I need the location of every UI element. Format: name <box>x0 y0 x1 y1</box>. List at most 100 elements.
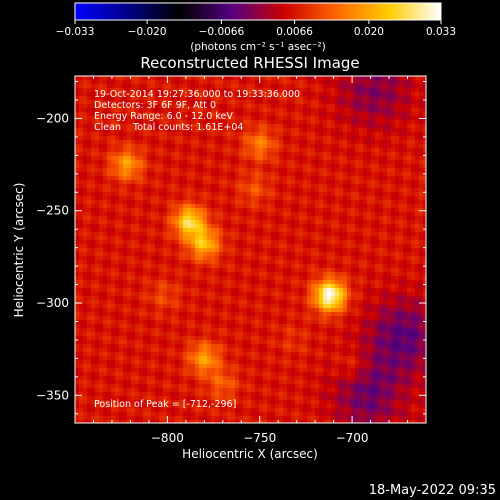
image-pixel <box>327 84 332 89</box>
image-pixel <box>243 268 248 273</box>
image-pixel <box>139 204 144 209</box>
image-pixel <box>187 76 192 81</box>
image-pixel <box>319 288 324 293</box>
image-pixel <box>135 252 140 257</box>
image-pixel <box>191 272 196 277</box>
image-pixel <box>195 212 200 217</box>
image-pixel <box>179 280 184 285</box>
image-pixel <box>335 176 340 181</box>
image-pixel <box>283 160 288 165</box>
image-pixel <box>143 236 148 241</box>
image-pixel <box>79 152 84 157</box>
image-pixel <box>251 184 256 189</box>
image-pixel <box>255 132 260 137</box>
image-pixel <box>179 192 184 197</box>
image-pixel <box>403 116 408 121</box>
image-pixel <box>87 80 92 85</box>
image-pixel <box>419 212 424 217</box>
image-pixel <box>123 228 128 233</box>
image-pixel <box>367 164 372 169</box>
image-pixel <box>415 200 420 205</box>
image-pixel <box>195 288 200 293</box>
image-pixel <box>183 180 188 185</box>
image-pixel <box>403 196 408 201</box>
image-pixel <box>335 148 340 153</box>
image-pixel <box>311 168 316 173</box>
image-pixel <box>159 172 164 177</box>
image-pixel <box>211 92 216 97</box>
image-pixel <box>231 164 236 169</box>
image-pixel <box>363 208 368 213</box>
image-pixel <box>107 140 112 145</box>
image-pixel <box>167 100 172 105</box>
image-pixel <box>151 156 156 161</box>
image-pixel <box>391 176 396 181</box>
image-pixel <box>79 296 84 301</box>
image-pixel <box>235 264 240 269</box>
image-pixel <box>95 128 100 133</box>
image-pixel <box>355 112 360 117</box>
image-pixel <box>335 240 340 245</box>
image-pixel <box>311 176 316 181</box>
image-pixel <box>83 232 88 237</box>
image-pixel <box>375 236 380 241</box>
image-pixel <box>303 184 308 189</box>
image-pixel <box>131 112 136 117</box>
image-pixel <box>243 284 248 289</box>
image-pixel <box>283 196 288 201</box>
image-pixel <box>123 96 128 101</box>
image-pixel <box>195 100 200 105</box>
image-pixel <box>115 284 120 289</box>
image-pixel <box>307 200 312 205</box>
image-pixel <box>119 88 124 93</box>
image-pixel <box>175 204 180 209</box>
image-pixel <box>123 208 128 213</box>
image-pixel <box>115 236 120 241</box>
image-pixel <box>355 252 360 257</box>
image-pixel <box>235 176 240 181</box>
image-pixel <box>147 284 152 289</box>
image-pixel <box>263 292 268 297</box>
image-pixel <box>119 184 124 189</box>
image-pixel <box>111 236 116 241</box>
image-pixel <box>415 296 420 301</box>
image-pixel <box>215 204 220 209</box>
image-pixel <box>303 252 308 257</box>
image-pixel <box>143 132 148 137</box>
image-pixel <box>147 112 152 117</box>
image-pixel <box>147 152 152 157</box>
image-pixel <box>207 188 212 193</box>
image-pixel <box>87 292 92 297</box>
image-pixel <box>183 136 188 141</box>
image-pixel <box>387 152 392 157</box>
image-pixel <box>371 96 376 101</box>
image-pixel <box>419 136 424 141</box>
image-pixel <box>387 260 392 265</box>
image-pixel <box>347 224 352 229</box>
image-pixel <box>179 220 184 225</box>
image-pixel <box>407 272 412 277</box>
image-pixel <box>115 140 120 145</box>
image-pixel <box>299 112 304 117</box>
image-pixel <box>143 180 148 185</box>
image-pixel <box>243 280 248 285</box>
image-pixel <box>239 248 244 253</box>
image-pixel <box>195 80 200 85</box>
image-pixel <box>291 212 296 217</box>
image-pixel <box>359 88 364 93</box>
image-pixel <box>123 120 128 125</box>
image-pixel <box>335 192 340 197</box>
image-pixel <box>315 120 320 125</box>
image-pixel <box>259 76 264 81</box>
image-pixel <box>407 108 412 113</box>
image-pixel <box>83 256 88 261</box>
image-pixel <box>235 132 240 137</box>
image-pixel <box>183 144 188 149</box>
image-pixel <box>367 216 372 221</box>
image-pixel <box>347 188 352 193</box>
image-pixel <box>263 160 268 165</box>
image-pixel <box>75 228 80 233</box>
image-pixel <box>335 84 340 89</box>
image-pixel <box>383 208 388 213</box>
image-pixel <box>331 84 336 89</box>
